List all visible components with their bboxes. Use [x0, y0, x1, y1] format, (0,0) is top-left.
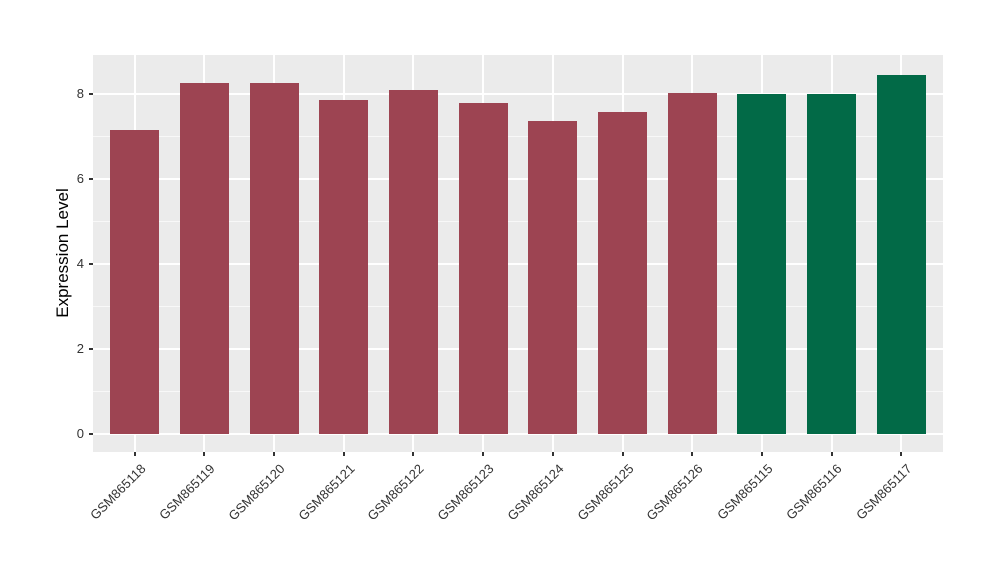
x-tick-label: GSM865123 — [434, 461, 497, 524]
bar-GSM865122 — [389, 90, 438, 434]
bar-GSM865126 — [667, 93, 717, 434]
y-tick-label: 8 — [76, 86, 84, 101]
gridline-major-y — [93, 433, 943, 435]
bar-GSM865118 — [110, 129, 160, 434]
gridline-minor-y — [93, 221, 943, 222]
bar-GSM865121 — [319, 99, 369, 434]
bar-GSM865119 — [180, 82, 229, 434]
bar-GSM865125 — [598, 112, 647, 434]
bar-GSM865120 — [249, 82, 299, 434]
y-tick-label: 4 — [76, 256, 84, 271]
gridline-major-y — [93, 263, 943, 265]
x-tick-mark — [900, 452, 903, 456]
x-tick-label: GSM865120 — [225, 461, 288, 524]
bar-GSM865115 — [737, 94, 787, 434]
x-tick-label: GSM865121 — [295, 461, 358, 524]
y-tick-mark — [89, 93, 93, 95]
x-tick-mark — [273, 452, 276, 456]
plot-panel — [93, 55, 943, 452]
x-tick-mark — [621, 452, 624, 456]
x-tick-label: GSM865117 — [853, 461, 915, 523]
x-tick-mark — [691, 452, 694, 456]
y-tick-label: 6 — [76, 171, 84, 186]
x-tick-label: GSM865124 — [504, 461, 567, 524]
y-tick-mark — [89, 263, 93, 265]
x-tick-mark — [830, 452, 833, 456]
y-tick-label: 2 — [76, 341, 84, 356]
x-tick-label: GSM865122 — [364, 461, 428, 524]
y-axis-title: Expression Level — [53, 188, 72, 318]
gridline-major-y — [93, 348, 943, 350]
x-tick-label: GSM865116 — [783, 461, 846, 523]
x-tick-mark — [412, 452, 415, 456]
x-tick-label: GSM865115 — [713, 461, 776, 523]
x-tick-label: GSM865125 — [573, 461, 637, 524]
bar-GSM865123 — [458, 103, 508, 434]
y-tick-label: 0 — [76, 426, 84, 441]
gridline-minor-y — [93, 136, 943, 137]
x-tick-label: GSM865119 — [156, 461, 219, 523]
gridline-major-y — [93, 178, 943, 180]
gridline-major-y — [93, 93, 943, 95]
y-tick-mark — [89, 348, 93, 350]
y-tick-mark — [89, 178, 93, 180]
x-tick-mark — [482, 452, 485, 456]
gridline-minor-y — [93, 306, 943, 307]
x-tick-label: GSM865126 — [643, 461, 706, 524]
x-tick-mark — [342, 452, 345, 456]
x-tick-mark — [203, 452, 206, 456]
bar-GSM865116 — [807, 94, 856, 434]
bar-GSM865117 — [876, 74, 926, 434]
bar-GSM865124 — [528, 121, 578, 434]
x-tick-mark — [551, 452, 554, 456]
y-tick-mark — [89, 433, 93, 435]
x-tick-label: GSM865118 — [86, 461, 149, 523]
x-tick-mark — [760, 452, 763, 456]
gridline-minor-y — [93, 391, 943, 392]
x-tick-mark — [133, 452, 136, 456]
